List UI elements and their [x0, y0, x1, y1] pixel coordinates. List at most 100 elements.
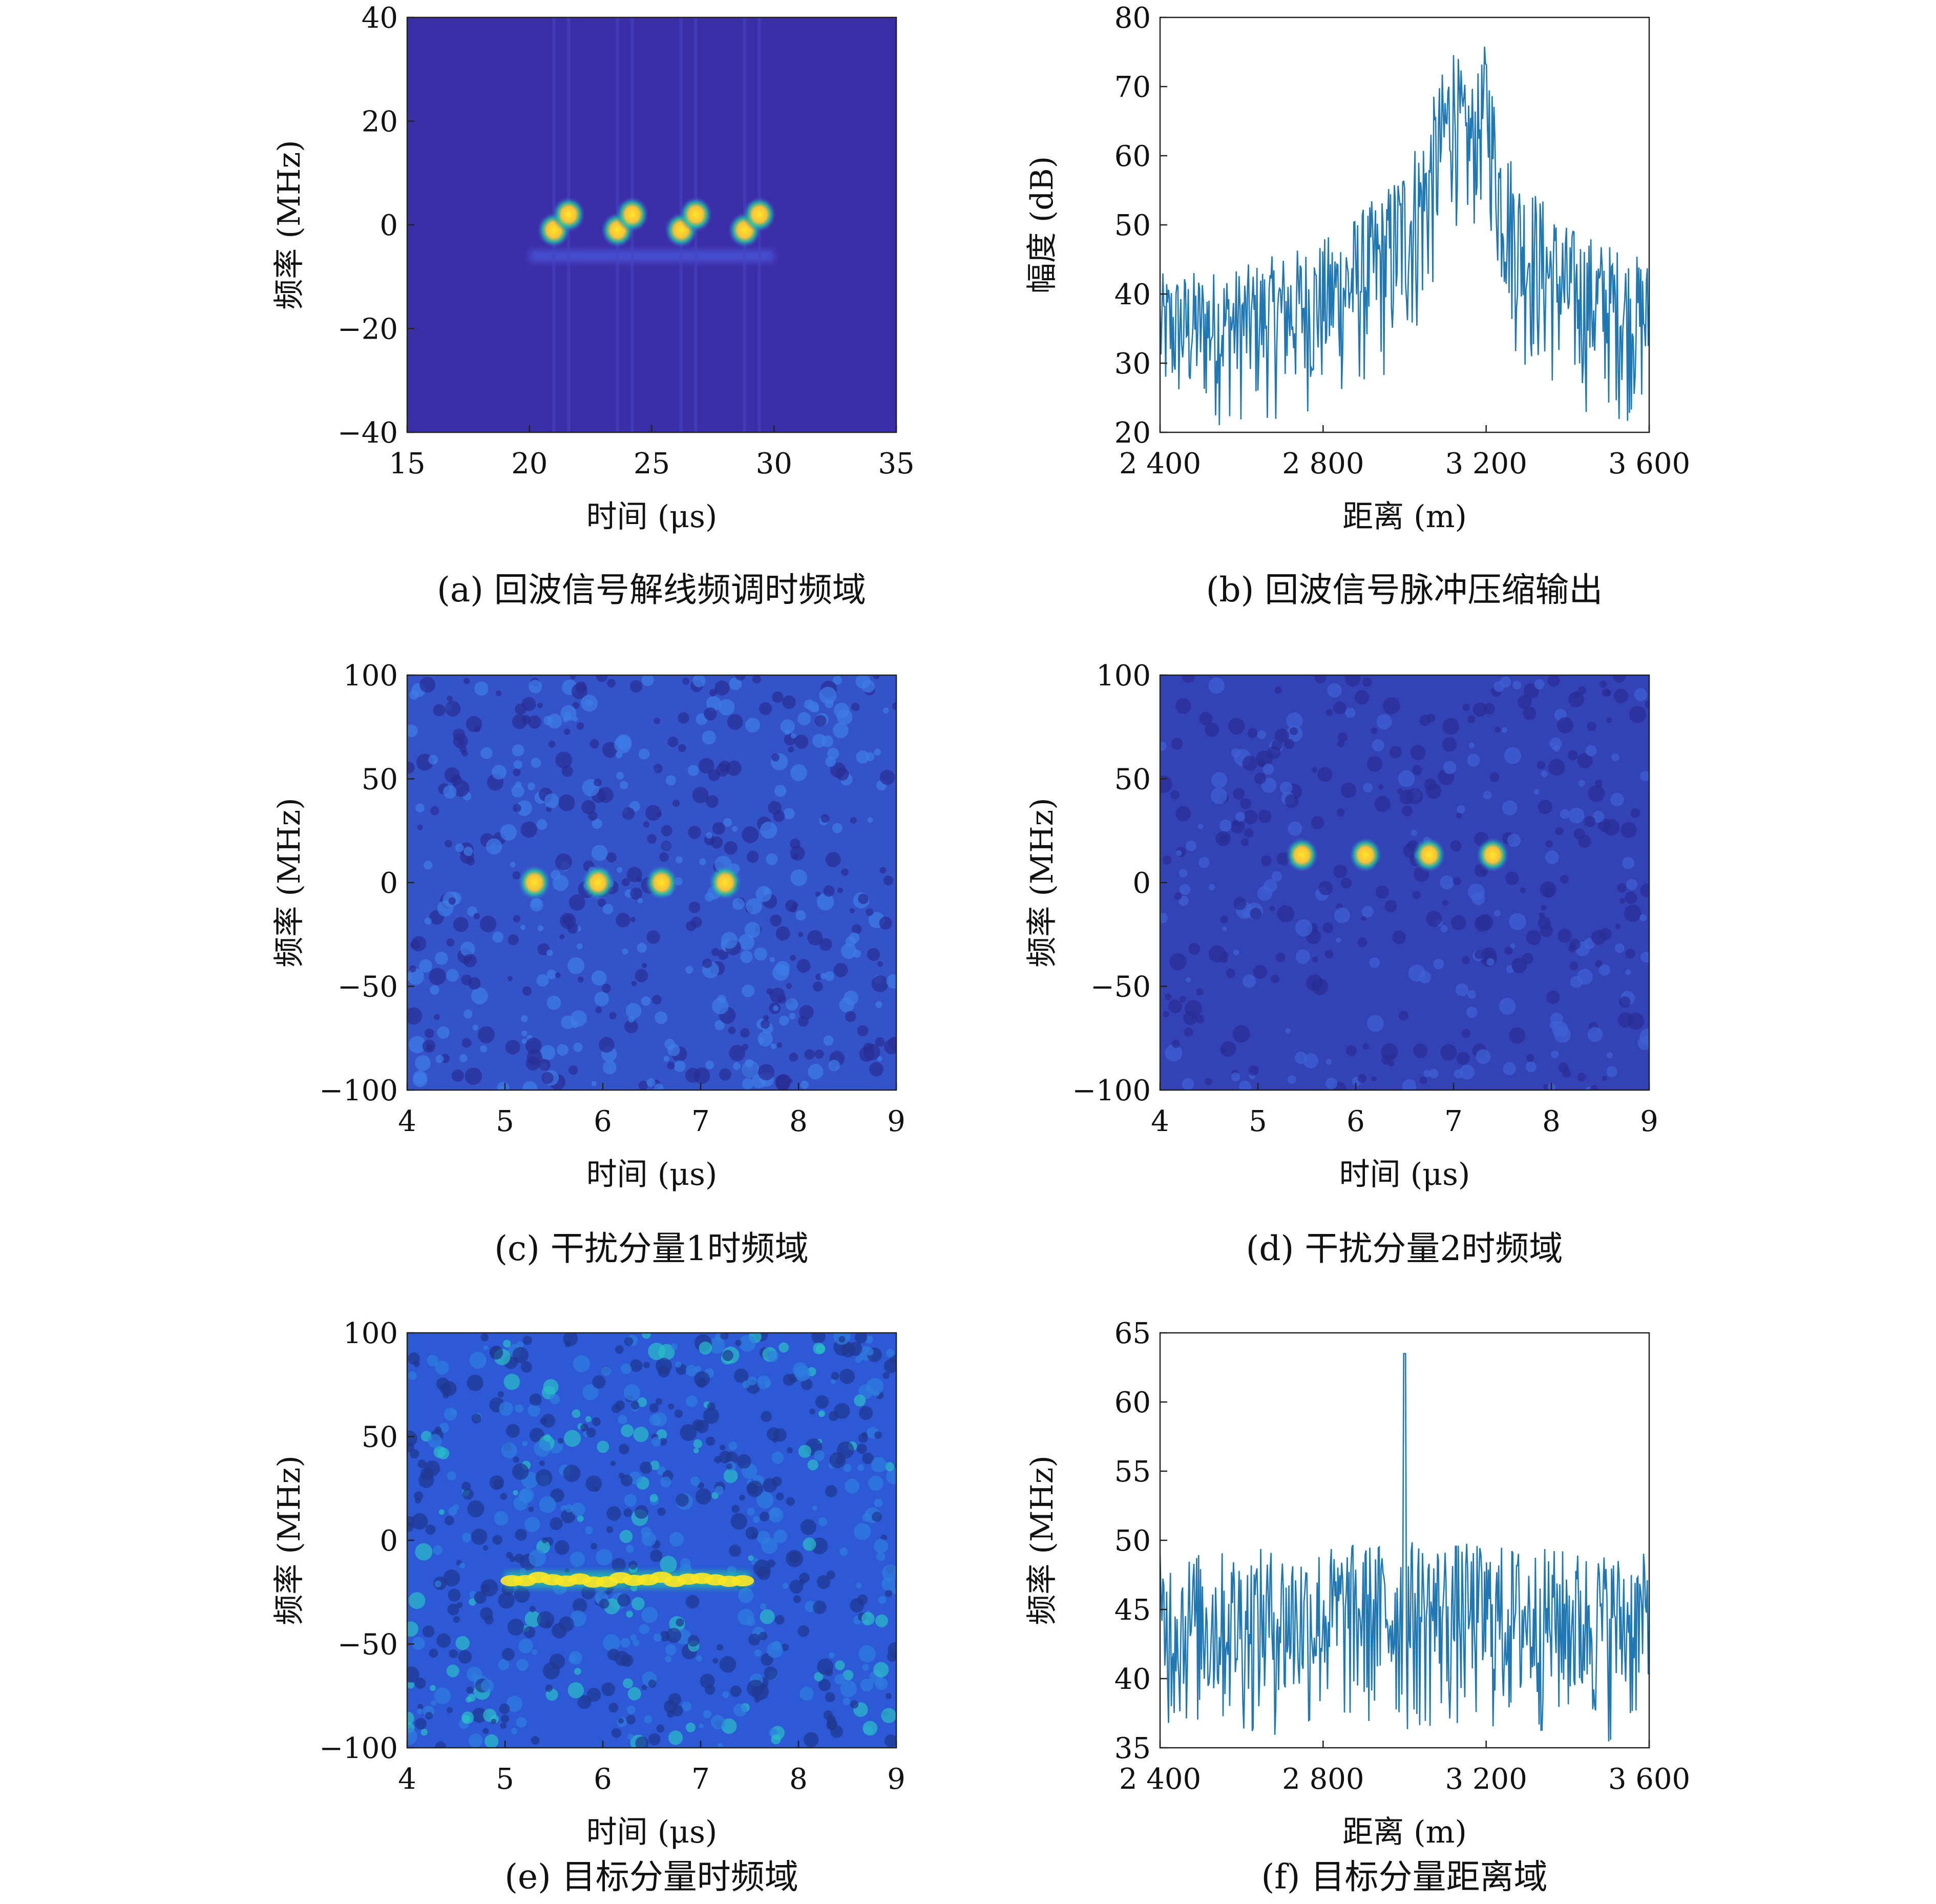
noise-blob — [672, 799, 680, 807]
noise-blob — [422, 1625, 435, 1638]
noise-blob — [1568, 691, 1584, 707]
noise-blob — [654, 1633, 662, 1642]
noise-blob — [437, 1026, 450, 1039]
y-tick-label: −50 — [338, 971, 398, 1004]
noise-blob — [1375, 885, 1389, 899]
noise-blob — [606, 1506, 621, 1521]
noise-blob — [473, 913, 480, 919]
x-axis-label: 距离 (m) — [1342, 1814, 1467, 1850]
noise-blob — [603, 1634, 620, 1651]
line-b — [1160, 47, 1649, 425]
noise-blob — [862, 1664, 869, 1671]
noise-blob — [1541, 905, 1547, 911]
noise-blob — [424, 861, 433, 870]
noise-blob — [500, 1722, 507, 1729]
noise-blob — [555, 972, 561, 978]
noise-blob — [491, 1719, 496, 1724]
noise-blob — [854, 1394, 866, 1407]
noise-blob — [1590, 1085, 1598, 1090]
noise-blob — [835, 767, 849, 781]
noise-blob — [877, 1056, 882, 1062]
noise-blob — [635, 969, 648, 982]
noise-blob — [742, 826, 759, 843]
x-tick-label: 8 — [789, 1105, 808, 1138]
noise-blob — [1520, 887, 1526, 893]
noise-blob — [1440, 875, 1454, 890]
noise-blob — [513, 804, 521, 812]
noise-blob — [742, 1043, 749, 1051]
noise-blob — [875, 1614, 889, 1627]
noise-blob — [560, 705, 577, 721]
noise-blob — [1539, 912, 1545, 919]
noise-blob — [1511, 957, 1527, 973]
noise-blob — [515, 1404, 524, 1413]
noise-blob — [740, 1028, 750, 1038]
noise-blob — [790, 955, 796, 961]
noise-blob — [471, 987, 488, 1005]
x-tick-label: 2 800 — [1282, 1763, 1364, 1796]
noise-blob — [760, 821, 777, 839]
noise-blob — [1333, 864, 1348, 878]
noise-blob — [797, 712, 811, 726]
noise-blob — [665, 1644, 677, 1656]
noise-blob — [492, 931, 503, 943]
noise-blob — [752, 1516, 760, 1523]
noise-blob — [1619, 996, 1631, 1008]
noise-blob — [424, 1460, 440, 1476]
noise-blob — [854, 1333, 868, 1344]
noise-blob — [635, 1736, 649, 1748]
noise-blob — [764, 1666, 777, 1680]
noise-blob — [873, 1662, 889, 1678]
noise-blob — [1168, 999, 1183, 1014]
noise-blob — [489, 1475, 504, 1490]
noise-blob — [1256, 750, 1273, 768]
noise-blob — [872, 1512, 882, 1522]
noise-blob — [563, 1464, 581, 1482]
noise-blob — [1171, 1039, 1181, 1049]
noise-blob — [892, 702, 896, 710]
noise-blob — [1366, 756, 1383, 772]
noise-blob — [659, 1438, 667, 1446]
noise-blob — [459, 1054, 468, 1062]
noise-blob — [622, 807, 635, 820]
noise-blob — [463, 1009, 473, 1019]
noise-blob — [1271, 974, 1279, 984]
noise-blob — [1354, 689, 1370, 705]
noise-blob — [515, 703, 527, 715]
noise-blob — [876, 1552, 886, 1561]
noise-blob — [1250, 908, 1262, 920]
noise-blob — [1232, 1025, 1250, 1043]
y-tick-label: −100 — [319, 1732, 398, 1765]
noise-blob — [668, 1730, 683, 1745]
noise-blob — [648, 1679, 657, 1688]
noise-blob — [506, 1424, 520, 1438]
noise-blob — [851, 924, 862, 934]
noise-blob — [524, 1517, 540, 1533]
noise-blob — [1175, 806, 1191, 822]
x-tick-label: 6 — [594, 1105, 612, 1138]
noise-blob — [483, 1708, 497, 1722]
y-tick-label: 80 — [1114, 2, 1151, 35]
noise-blob — [407, 1666, 419, 1683]
noise-blob — [825, 1485, 837, 1497]
y-tick-label: 40 — [1114, 278, 1151, 311]
noise-blob — [629, 1359, 643, 1372]
noise-blob — [1163, 1011, 1169, 1018]
noise-blob — [1219, 954, 1228, 964]
noise-blob — [538, 1059, 551, 1071]
noise-blob — [699, 858, 706, 865]
heatmap-c — [407, 675, 896, 1090]
noise-blob — [655, 1398, 662, 1405]
noise-blob — [815, 1344, 826, 1354]
noise-blob — [1509, 1027, 1526, 1044]
noise-blob — [782, 695, 796, 709]
noise-blob — [580, 1423, 589, 1432]
noise-blob — [552, 875, 569, 891]
noise-blob — [1557, 717, 1573, 734]
caption-b: (b) 回波信号脉冲压缩输出 — [1206, 570, 1603, 610]
noise-blob — [845, 1011, 856, 1022]
noise-blob — [1242, 974, 1256, 988]
noise-blob — [851, 702, 860, 712]
noise-blob — [541, 1414, 556, 1428]
noise-blob — [860, 1678, 873, 1692]
